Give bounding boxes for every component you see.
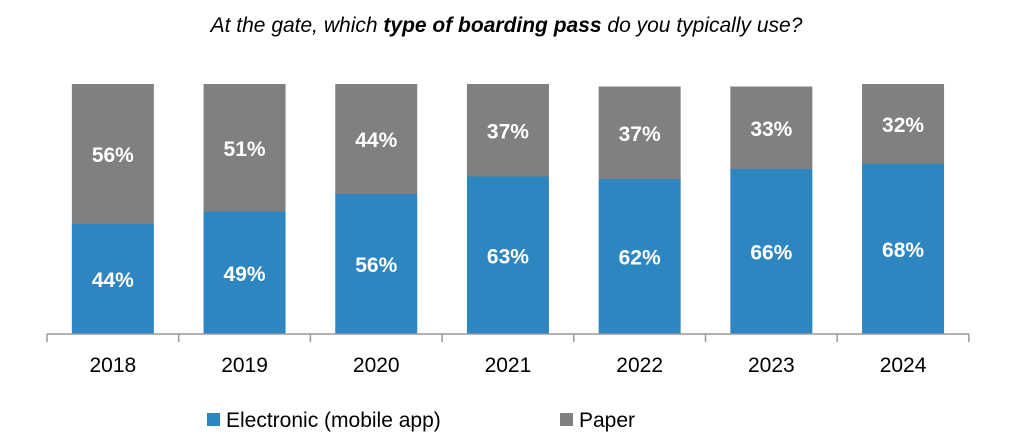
x-tick-label: 2021 [485, 354, 532, 377]
chart-title: At the gate, which type of boarding pass… [0, 14, 1013, 38]
x-tick-label: 2020 [353, 354, 400, 377]
title-part: do you typically use? [601, 14, 803, 37]
x-tick-label: 2023 [748, 354, 795, 377]
data-label: 62% [619, 247, 661, 270]
data-label: 66% [750, 242, 792, 265]
bar-electronic-2021 [466, 176, 549, 334]
title-emphasis: type of boarding pass [383, 14, 602, 37]
bar-electronic-2018 [71, 224, 154, 334]
data-label: 51% [224, 138, 266, 161]
bar-paper-2021 [466, 84, 549, 177]
x-tick-label: 2019 [221, 354, 268, 377]
title-part: At the gate, which [210, 14, 384, 37]
bar-electronic-2022 [598, 179, 681, 334]
data-label: 44% [92, 269, 134, 292]
data-label: 44% [355, 129, 397, 152]
bar-electronic-2024 [862, 164, 945, 334]
data-label: 37% [487, 120, 529, 143]
bar-paper-2018 [71, 84, 154, 224]
data-label: 49% [224, 263, 266, 286]
data-label: 56% [355, 254, 397, 277]
x-tick-label: 2018 [89, 354, 136, 377]
bar-paper-2019 [203, 84, 286, 212]
bar-electronic-2020 [335, 194, 418, 334]
bar-electronic-2023 [730, 169, 813, 334]
x-tick-label: 2024 [880, 354, 927, 377]
legend-swatch-electronic [207, 413, 220, 426]
bar-paper-2024 [862, 84, 945, 164]
data-label: 37% [619, 123, 661, 146]
data-label: 68% [882, 239, 924, 262]
data-label: 33% [750, 118, 792, 141]
data-label: 56% [92, 144, 134, 167]
bar-paper-2022 [598, 86, 681, 179]
data-label: 63% [487, 245, 529, 268]
bar-electronic-2019 [203, 211, 286, 334]
bar-paper-2020 [335, 84, 418, 194]
bar-paper-2023 [730, 86, 813, 169]
legend-swatch-paper [560, 413, 573, 426]
data-label: 32% [882, 114, 924, 137]
legend-label: Electronic (mobile app) [226, 409, 441, 432]
x-tick-label: 2022 [616, 354, 663, 377]
legend-label: Paper [579, 409, 635, 432]
